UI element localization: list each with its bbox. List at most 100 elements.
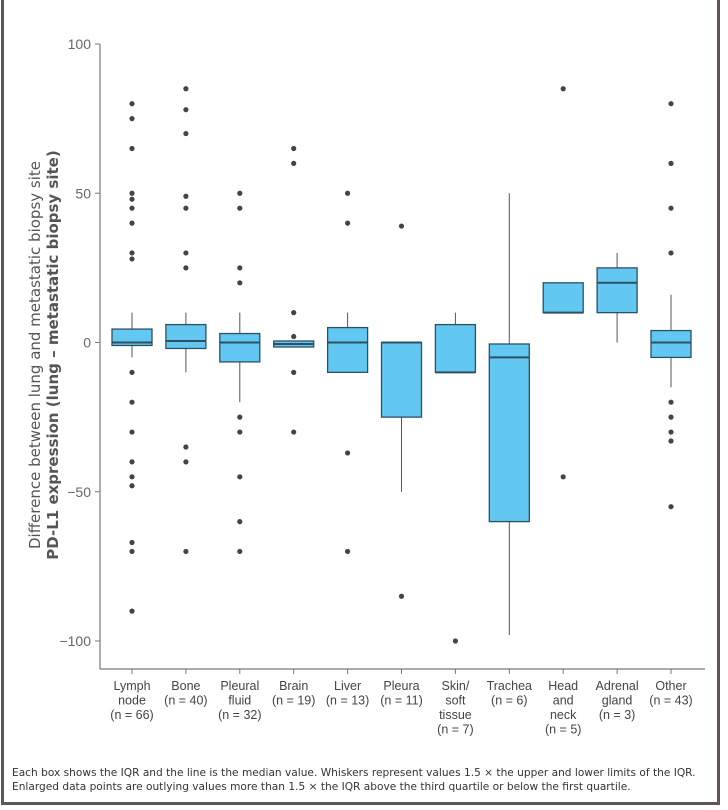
x-tick-label: Head [548, 679, 578, 693]
y-tick-label: −100 [59, 633, 91, 649]
outlier-point [129, 220, 135, 226]
outlier-point [129, 474, 135, 480]
y-tick-label: −50 [67, 484, 91, 500]
y-axis-label-line-2: PD-L1 expression (lung – metastatic biop… [44, 150, 62, 559]
outlier-point [345, 190, 351, 196]
x-tick-label: Skin/ [442, 679, 470, 693]
x-tick-label: (n = 11) [380, 694, 423, 708]
outlier-point [237, 474, 243, 480]
x-tick-label: neck [550, 708, 577, 722]
outlier-point [398, 593, 405, 599]
iqr-box [326, 326, 369, 374]
outlier-point [291, 369, 297, 375]
x-tick-label: node [118, 694, 146, 708]
y-tick-label: 0 [83, 335, 91, 351]
iqr-box [380, 341, 423, 418]
x-tick-label: (n = 7) [437, 723, 473, 737]
outlier-point [183, 130, 189, 137]
outlier-point [398, 223, 405, 229]
x-tick-label: (n = 40) [164, 694, 207, 708]
x-tick-label: Pleura [383, 679, 419, 693]
iqr-box [650, 329, 692, 359]
x-tick-label: fluid [228, 694, 251, 708]
outlier-point [183, 205, 189, 211]
iqr-box [434, 323, 477, 373]
outlier-point [129, 369, 135, 375]
footnote-line-1: Each box shows the IQR and the line is t… [12, 767, 696, 779]
outlier-point [668, 101, 674, 107]
outlier-point [129, 548, 135, 555]
outlier-point [183, 250, 189, 256]
outlier-point [237, 548, 243, 555]
outlier-point [129, 250, 135, 256]
outlier-point [129, 429, 135, 435]
outlier-point [668, 438, 674, 444]
outlier-point [183, 265, 189, 271]
iqr-box [111, 328, 153, 347]
iqr-box [488, 343, 530, 523]
outlier-point [668, 250, 674, 256]
outlier-point [129, 459, 135, 465]
x-tick-label: Adrenal [596, 679, 639, 693]
outlier-point [237, 429, 243, 435]
outlier-point [129, 608, 135, 614]
outlier-point [129, 145, 135, 152]
outlier-point [452, 638, 458, 644]
outlier-point [183, 548, 189, 555]
outlier-point [291, 160, 297, 166]
outlier-point [183, 86, 189, 92]
x-tick-label: (n = 6) [491, 694, 527, 708]
outlier-point [668, 504, 674, 510]
x-tick-label: Liver [334, 679, 361, 693]
iqr-box [219, 332, 261, 363]
outlier-point [291, 310, 297, 316]
x-tick-label: (n = 43) [649, 694, 692, 708]
x-tick-label: soft [445, 694, 466, 708]
footnote-line-2: Enlarged data points are outlying values… [12, 781, 631, 793]
x-tick-label: (n = 5) [545, 723, 581, 737]
outlier-point [129, 196, 135, 202]
footnote: Each box shows the IQR and the line is t… [12, 766, 696, 794]
outlier-point [668, 429, 674, 435]
outlier-point [129, 101, 135, 107]
outlier-point [183, 459, 189, 465]
outlier-point [237, 265, 243, 271]
x-tick-label: Bone [171, 679, 200, 693]
outlier-point [237, 414, 243, 420]
outlier-point [291, 333, 297, 340]
iqr-box [165, 323, 207, 350]
outlier-point [129, 116, 135, 122]
x-tick-label: and [553, 694, 574, 708]
x-tick-label: gland [602, 694, 633, 708]
y-tick-label: 50 [75, 185, 91, 201]
outlier-point [668, 160, 674, 166]
outlier-point [129, 256, 135, 262]
x-tick-label: Brain [279, 679, 308, 693]
outlier-point [129, 483, 135, 489]
x-tick-label: Trachea [487, 679, 532, 693]
iqr-box [542, 282, 584, 314]
outlier-point [237, 190, 243, 196]
outlier-point [183, 193, 189, 199]
x-tick-label: (n = 32) [218, 708, 261, 722]
outlier-point [668, 399, 674, 405]
y-tick-label: 100 [68, 36, 92, 52]
outlier-point [668, 205, 674, 211]
outlier-point [237, 280, 243, 286]
outlier-point [291, 429, 297, 435]
x-tick-label: Lymph [113, 679, 150, 693]
outlier-point [668, 414, 674, 420]
outlier-point [129, 539, 135, 546]
x-tick-label: (n = 3) [599, 708, 635, 722]
outlier-point [183, 107, 189, 113]
outlier-point [345, 450, 351, 456]
x-tick-label: (n = 13) [326, 694, 369, 708]
x-tick-label: tissue [439, 708, 472, 722]
x-tick-label: (n = 19) [272, 694, 315, 708]
outlier-point [129, 190, 135, 196]
outlier-point [560, 86, 566, 92]
iqr-box [596, 267, 638, 314]
outlier-point [237, 205, 243, 211]
